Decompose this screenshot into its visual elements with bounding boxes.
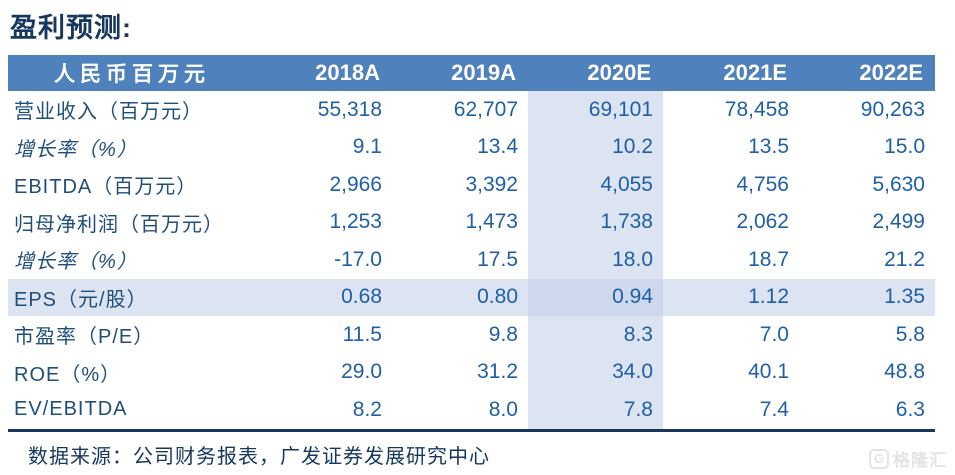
table-row: EV/EBITDA 8.2 8.0 7.8 7.4 6.3 [8, 391, 935, 429]
column-header: 2019A [392, 55, 528, 91]
table-row: ROE（%） 29.0 31.2 34.0 40.1 48.8 [8, 353, 935, 391]
table-body: 营业收入（百万元） 55,318 62,707 69,101 78,458 90,263 增… [8, 91, 935, 429]
cell-value: 5.8 [799, 316, 935, 354]
cell-value: 15.0 [799, 128, 935, 166]
cell-value: 0.80 [392, 278, 528, 316]
cell-value: 2,062 [663, 203, 799, 241]
cell-value: 4,055 [528, 166, 663, 204]
column-header: 2018A [256, 55, 392, 91]
cell-value: 31.2 [392, 353, 528, 391]
cell-value: 6.3 [799, 391, 935, 429]
cell-value: 55,318 [256, 91, 392, 129]
table-row: 市盈率（P/E） 11.5 9.8 8.3 7.0 5.8 [8, 316, 935, 354]
cell-value: 62,707 [392, 91, 528, 129]
column-header: 2020E [528, 55, 663, 91]
cell-value: 1,738 [528, 203, 663, 241]
row-label: ROE（%） [8, 353, 256, 391]
row-label: 市盈率（P/E） [8, 316, 256, 354]
cell-value: 2,499 [799, 203, 935, 241]
column-header: 2022E [799, 55, 935, 91]
cell-value: 1,473 [392, 203, 528, 241]
table-header-row: 人民币百万元 2018A 2019A 2020E 2021E 2022E [8, 55, 935, 91]
cell-value: 1,253 [256, 203, 392, 241]
cell-value: 90,263 [799, 91, 935, 129]
cell-value: 1.12 [663, 278, 799, 316]
row-label: EBITDA（百万元） [8, 166, 256, 204]
row-label: EPS（元/股） [8, 278, 256, 316]
cell-value: 4,756 [663, 166, 799, 204]
cell-value: 48.8 [799, 353, 935, 391]
cell-value: 5,630 [799, 166, 935, 204]
cell-value: 78,458 [663, 91, 799, 129]
cell-value: 1.35 [799, 278, 935, 316]
cell-value: 18.7 [663, 241, 799, 279]
forecast-table: 人民币百万元 2018A 2019A 2020E 2021E 2022E 营业收入（百万元… [8, 55, 935, 429]
cell-value: 7.8 [528, 391, 663, 429]
cell-value: 7.0 [663, 316, 799, 354]
cell-value: 40.1 [663, 353, 799, 391]
brand-watermark: G 格隆汇 [869, 446, 947, 471]
row-label: 归母净利润（百万元） [8, 203, 256, 241]
cell-value: 8.0 [392, 391, 528, 429]
cell-value: 13.5 [663, 128, 799, 166]
row-label: 增长率（%） [8, 128, 256, 166]
cell-value: 13.4 [392, 128, 528, 166]
cell-value: 21.2 [799, 241, 935, 279]
page-title: 盈利预测: [10, 13, 132, 43]
cell-value: 8.2 [256, 391, 392, 429]
cell-value: 7.4 [663, 391, 799, 429]
watermark-brand-text: 格隆汇 [893, 451, 947, 470]
gelonghui-logo-icon: G [869, 448, 889, 469]
cell-value: 10.2 [528, 128, 663, 166]
table-row: 营业收入（百万元） 55,318 62,707 69,101 78,458 90,263 [8, 91, 935, 129]
unit-header: 人民币百万元 [8, 55, 256, 91]
forecast-table-wrap: 人民币百万元 2018A 2019A 2020E 2021E 2022E 营业收入（百万元… [8, 55, 935, 432]
row-label: 营业收入（百万元） [8, 91, 256, 129]
row-label: EV/EBITDA [8, 391, 256, 429]
data-source-note: 数据来源：公司财务报表，广发证券发展研究中心 [28, 446, 490, 468]
cell-value: 29.0 [256, 353, 392, 391]
table-row: 增长率（%） 9.1 13.4 10.2 13.5 15.0 [8, 128, 935, 166]
cell-value: 9.8 [392, 316, 528, 354]
table-row: 增长率（%） -17.0 17.5 18.0 18.7 21.2 [8, 241, 935, 279]
cell-value: 11.5 [256, 316, 392, 354]
table-row: 归母净利润（百万元） 1,253 1,473 1,738 2,062 2,499 [8, 203, 935, 241]
table-row: EPS（元/股） 0.68 0.80 0.94 1.12 1.35 [8, 278, 935, 316]
table-bottom-rule [8, 428, 935, 432]
column-header: 2021E [663, 55, 799, 91]
cell-value: 69,101 [528, 91, 663, 129]
cell-value: 0.68 [256, 278, 392, 316]
cell-value: 2,966 [256, 166, 392, 204]
table-header: 人民币百万元 2018A 2019A 2020E 2021E 2022E [8, 55, 935, 91]
table-row: EBITDA（百万元） 2,966 3,392 4,055 4,756 5,630 [8, 166, 935, 204]
cell-value: 0.94 [528, 278, 663, 316]
cell-value: 18.0 [528, 241, 663, 279]
cell-value: 34.0 [528, 353, 663, 391]
cell-value: 9.1 [256, 128, 392, 166]
cell-value: 8.3 [528, 316, 663, 354]
cell-value: 3,392 [392, 166, 528, 204]
cell-value: 17.5 [392, 241, 528, 279]
cell-value: -17.0 [256, 241, 392, 279]
row-label: 增长率（%） [8, 241, 256, 279]
